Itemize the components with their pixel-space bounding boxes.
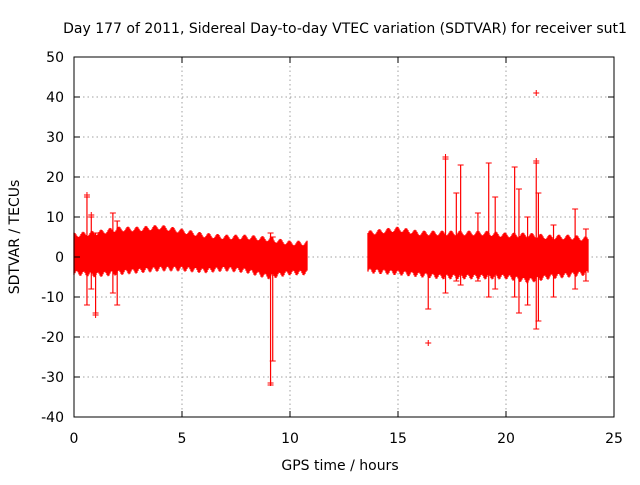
gridlines	[74, 57, 614, 417]
y-tick-label: 50	[46, 50, 64, 66]
x-tick-label: 10	[281, 431, 299, 447]
y-tick-label: -20	[41, 330, 64, 346]
y-tick-label: -10	[41, 290, 64, 306]
y-tick-label: 10	[46, 210, 64, 226]
chart-title: Day 177 of 2011, Sidereal Day-to-day VTE…	[63, 21, 627, 37]
y-tick-label: 40	[46, 90, 64, 106]
y-tick-label: -40	[41, 410, 64, 426]
y-tick-label: 0	[55, 250, 64, 266]
y-tick-label: 30	[46, 130, 64, 146]
x-tick-label: 20	[497, 431, 515, 447]
plot-frame	[73, 56, 615, 418]
y-axis-label: SDTVAR / TECUs	[7, 180, 23, 295]
axis-ticks: 0 5 10 15 20 25 -40 -30 -20 -10 0 10 20 30 40 50	[41, 50, 623, 447]
y-tick-label: -30	[41, 370, 64, 386]
x-tick-label: 5	[178, 431, 187, 447]
y-tick-label: 20	[46, 170, 64, 186]
x-tick-label: 25	[605, 431, 623, 447]
data-series	[73, 90, 589, 386]
x-axis-label: GPS time / hours	[281, 458, 398, 474]
x-tick-label: 15	[389, 431, 407, 447]
x-tick-label: 0	[70, 431, 79, 447]
